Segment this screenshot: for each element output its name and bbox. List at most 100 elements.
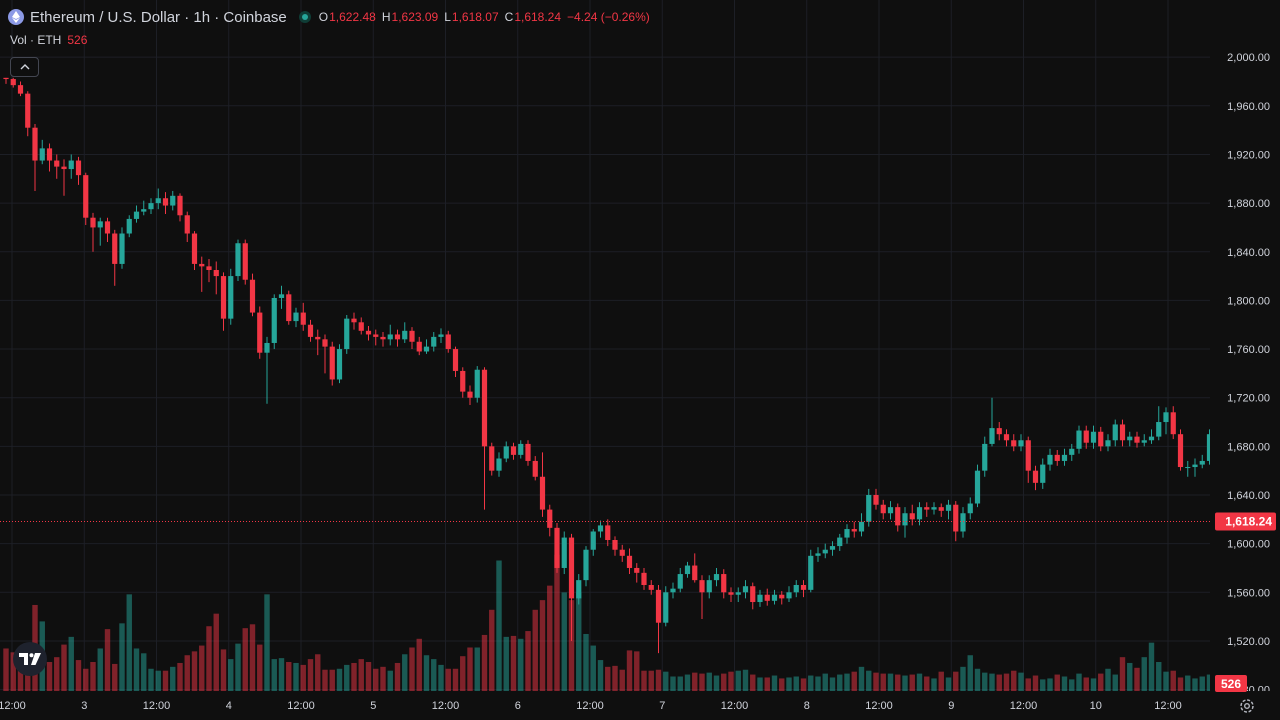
volume-bar [945,677,952,691]
candle [394,329,401,347]
candle-body [155,198,161,204]
price-tick-label: 1,640.00 [1227,490,1270,502]
candle-body [605,525,611,540]
time-tick-label: 8 [804,700,810,712]
volume-bar [1047,678,1053,691]
collapse-legend-button[interactable] [10,57,39,77]
candle-body [1141,440,1147,443]
candle [264,336,270,404]
candle [619,544,625,562]
candle [706,575,712,599]
candle-body [271,297,277,343]
candle [10,77,16,88]
candle-body [489,446,495,471]
candle-body [1040,464,1046,483]
candle-body [684,565,691,575]
volume-bar [793,676,799,691]
candle-body [126,218,132,234]
candle [104,217,111,243]
volume-bar [344,664,350,691]
candle-body [278,294,285,298]
volume-bar [1076,673,1082,691]
symbol-title[interactable]: Ethereum / U.S. Dollar · 1h · Coinbase [30,8,287,26]
volume-bar [293,662,299,691]
candle-body [1105,440,1111,447]
candle [423,339,430,354]
volume-bar [184,655,190,691]
candle [467,385,473,405]
volume-bar [554,554,560,691]
candle-body [866,495,872,522]
candle-body [460,370,466,392]
candle-body [967,503,973,514]
volume-bar [1163,671,1169,691]
volume-bar [844,673,850,691]
price-tick-label: 1,560.00 [1227,587,1270,599]
candle-body [257,312,263,353]
candle [445,330,451,353]
candle [1206,429,1213,465]
volume-legend-label[interactable]: Vol · ETH [10,33,62,47]
candle [213,261,219,295]
candle-body [597,525,604,532]
volume-bar [1192,678,1198,691]
candle-body [837,537,843,547]
candle [184,211,190,243]
volume-bar [967,655,973,691]
volume-bar [438,664,444,691]
volume-bar [206,626,212,691]
candle [510,442,517,460]
price-tick-label: 1,800.00 [1227,295,1270,307]
candle-body [728,592,734,595]
candle [496,452,502,477]
volume-bar [757,677,763,691]
volume-bar [1206,674,1213,691]
candle-body [721,574,727,593]
price-axis[interactable]: 2,000.00 1,960.00 1,920.00 1,880.00 1,840.00… [1210,0,1280,697]
tradingview-logo-icon[interactable] [13,642,47,676]
volume-bar [199,645,205,691]
candle-body [902,513,908,526]
candle [242,239,248,285]
candle-body [54,160,60,167]
price-tick-label: 1,920.00 [1227,149,1270,161]
volume-bar [1141,657,1147,691]
candle-body [1177,434,1184,468]
candle-body [1054,454,1060,461]
time-axis[interactable]: 12:00 3 12:00 4 12:00 5 12:00 6 12:00 7 12:00 8 12:0… [0,691,1280,720]
volume-bar [10,652,16,691]
volume-bar [518,638,524,691]
candle [750,582,756,610]
candle [257,306,263,359]
volume-bar [141,653,147,691]
candle-body [344,318,350,350]
volume-bar [242,628,248,691]
volume-bar [249,624,256,691]
candle [757,589,763,607]
candle-body [148,203,154,210]
candle [380,332,386,347]
candle-body [518,443,524,455]
volume-bar [612,665,618,691]
candle-body [358,322,364,331]
candle [474,366,480,403]
candle [452,346,459,378]
volume-bar [1119,657,1126,691]
market-status-icon[interactable] [298,11,311,23]
volume-bar [351,662,357,691]
candle [576,574,582,605]
candle [1119,419,1126,447]
ohlc-low: L1,618.07 [444,10,499,24]
candle [271,294,277,350]
time-tick-label: 12:00 [1154,700,1182,712]
candle [39,139,45,165]
candle-body [162,198,169,206]
volume-bar [271,659,277,691]
candle [909,504,915,526]
candle [1061,448,1068,466]
gear-icon[interactable] [1238,697,1256,715]
volume-bar [771,675,778,691]
candle [858,513,865,537]
volume-bar [1090,678,1097,691]
